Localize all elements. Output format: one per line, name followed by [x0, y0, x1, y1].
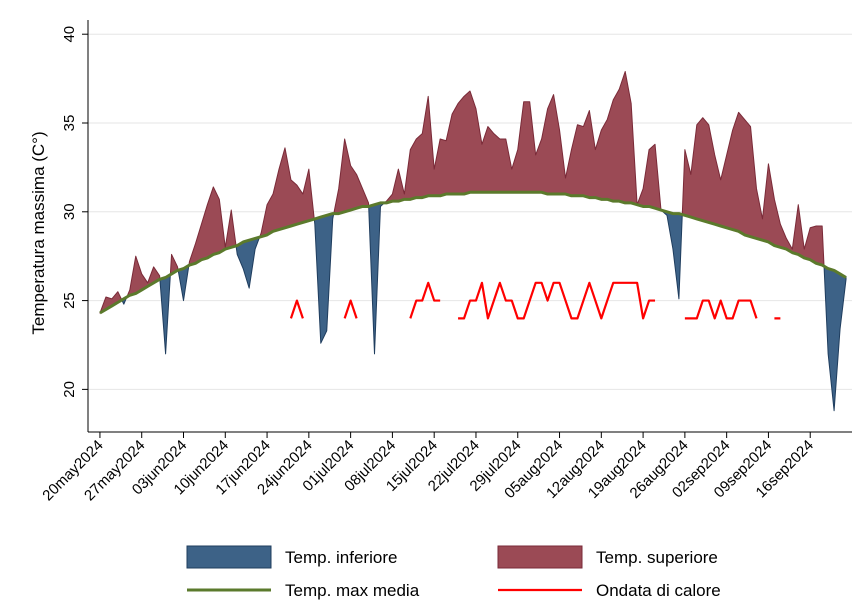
legend-label: Temp. inferiore	[285, 548, 397, 567]
legend-swatch	[497, 545, 583, 569]
legend-swatch	[186, 545, 272, 569]
mean-line	[99, 190, 847, 315]
y-tick-label: 35	[61, 115, 78, 132]
y-tick-label: 40	[61, 26, 78, 43]
legend-label: Temp. max media	[285, 581, 420, 600]
legend: Temp. inferiore Temp. superiore Temp. max …	[186, 545, 721, 600]
y-tick-label: 30	[61, 203, 78, 220]
legend-label: Temp. superiore	[596, 548, 718, 567]
y-axis-title: Temperatura massima (C°)	[29, 131, 48, 334]
y-tick-label: 25	[61, 292, 78, 309]
legend-label: Ondata di calore	[596, 581, 721, 600]
heatwave-line	[289, 281, 781, 320]
y-tick-label: 20	[61, 381, 78, 398]
